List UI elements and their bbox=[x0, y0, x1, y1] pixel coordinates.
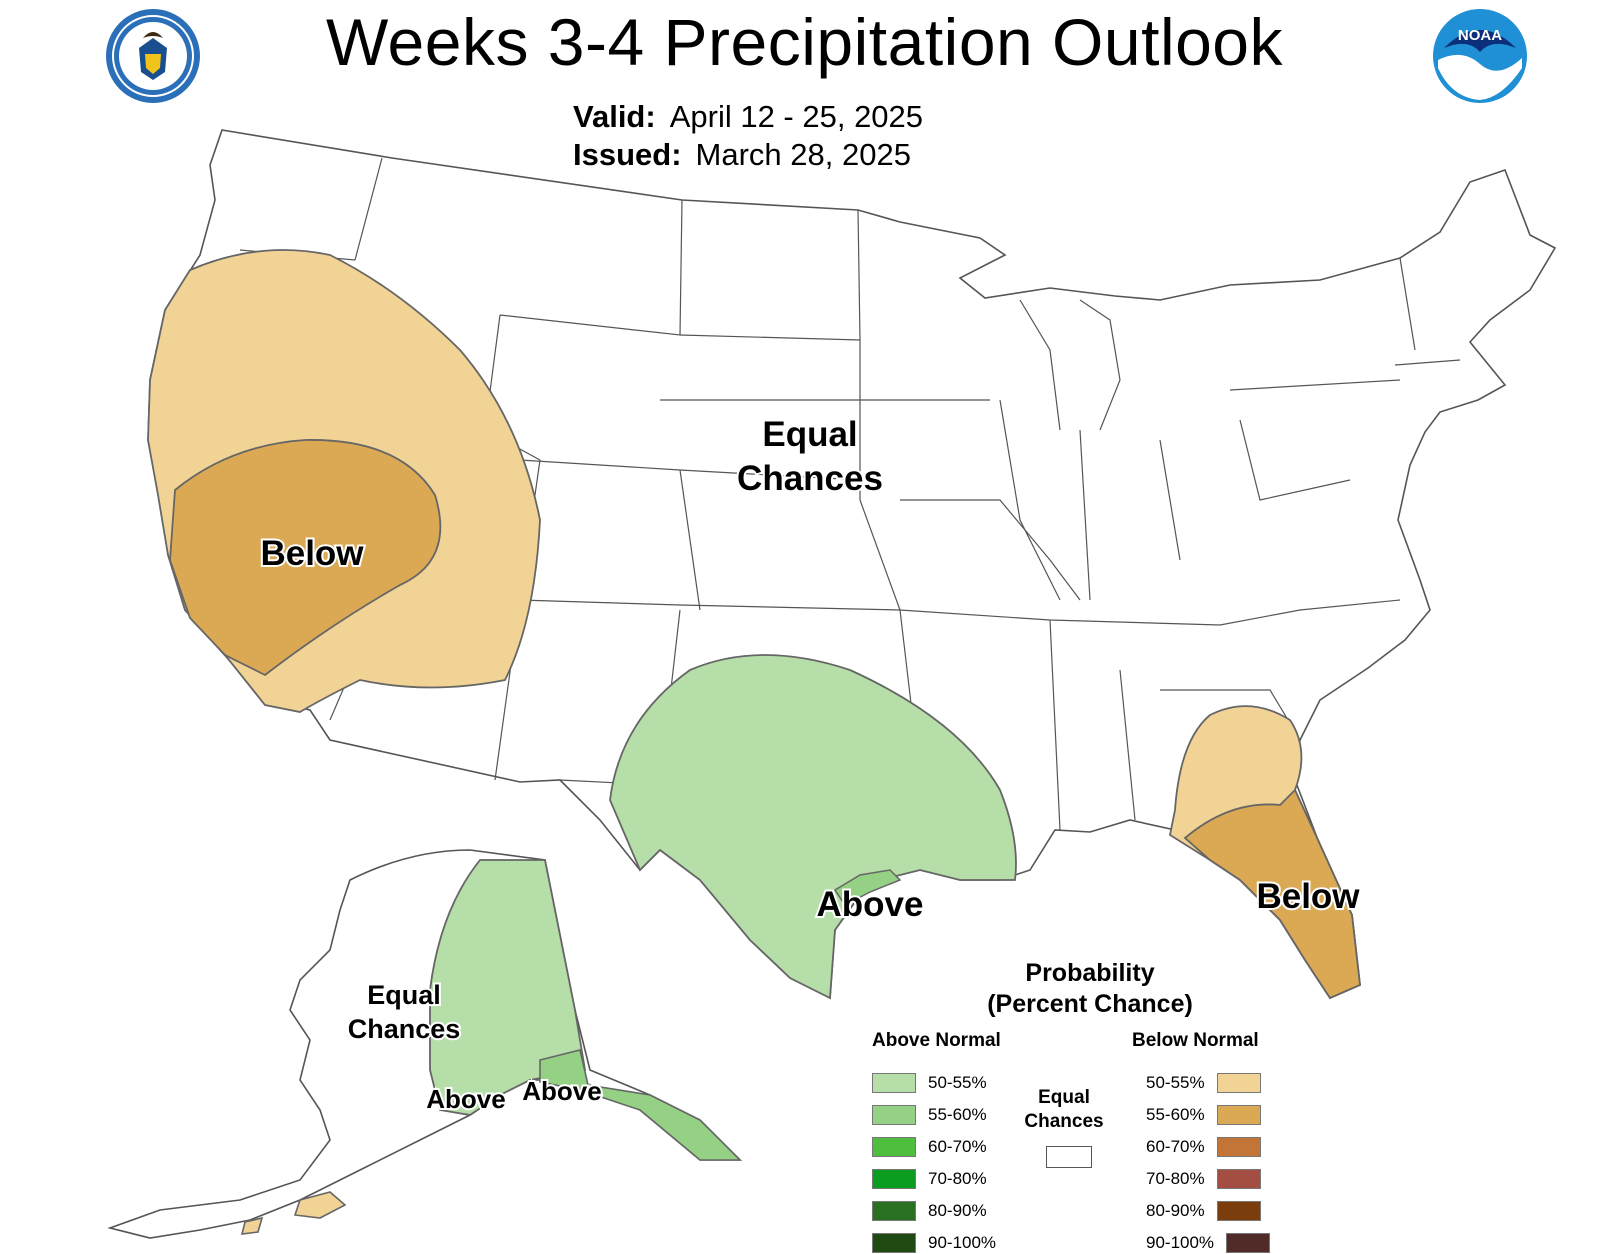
legend-below-row: 80-90% bbox=[1146, 1200, 1261, 1222]
legend-below-label: 55-60% bbox=[1146, 1105, 1205, 1124]
alaska-equal-chances-label-line2: Chances bbox=[348, 1014, 461, 1044]
map-title: Weeks 3-4 Precipitation Outlook bbox=[325, 5, 1284, 79]
legend-below-row: 55-60% bbox=[1146, 1104, 1261, 1126]
legend-above-swatch bbox=[872, 1233, 916, 1253]
region-alaska-interior-above-50-55 bbox=[429, 859, 587, 1116]
valid-line: Valid: April 12 - 25, 2025 bbox=[573, 98, 923, 136]
valid-value: April 12 - 25, 2025 bbox=[669, 99, 924, 134]
legend-above-swatch bbox=[872, 1137, 916, 1157]
commerce-seal-logo bbox=[106, 9, 200, 103]
west-below-label: Below bbox=[260, 534, 364, 573]
legend-above-row: 60-70% bbox=[872, 1136, 987, 1158]
valid-label: Valid: bbox=[573, 99, 656, 134]
legend-below-swatch bbox=[1216, 1169, 1261, 1189]
legend-equal-chances-swatch bbox=[1046, 1146, 1092, 1168]
legend-above-row: 55-60% bbox=[872, 1104, 987, 1126]
legend-below-swatch bbox=[1216, 1073, 1261, 1093]
legend-above-label: 80-90% bbox=[928, 1201, 987, 1220]
region-alaska-south-above-55-60 bbox=[539, 1049, 742, 1161]
alaska-above-label-west: Above bbox=[426, 1084, 505, 1114]
legend-above-row: 80-90% bbox=[872, 1200, 987, 1222]
alaska-above-label-east: Above bbox=[522, 1076, 601, 1106]
issued-line: Issued: March 28, 2025 bbox=[573, 136, 923, 174]
legend-below-label: 90-100% bbox=[1146, 1233, 1215, 1252]
legend-above-heading: Above Normal bbox=[872, 1030, 1001, 1051]
region-alaska-aleutian-below-50-55 bbox=[240, 1191, 347, 1235]
legend-above-swatch bbox=[872, 1201, 916, 1221]
legend-below-heading: Below Normal bbox=[1132, 1030, 1259, 1051]
legend-above-label: 70-80% bbox=[928, 1169, 987, 1188]
legend-above-swatch bbox=[872, 1073, 916, 1093]
legend-above-row: 50-55% bbox=[872, 1072, 987, 1094]
region-florida-below-55-60 bbox=[1183, 788, 1361, 1000]
florida-below-label: Below bbox=[1256, 877, 1360, 916]
alaska-outline bbox=[107, 849, 742, 1239]
legend-below-row: 60-70% bbox=[1146, 1136, 1261, 1158]
date-block: Valid: April 12 - 25, 2025 Issued: March 2… bbox=[573, 98, 923, 174]
legend-above-label: 55-60% bbox=[928, 1105, 987, 1124]
conus-equal-chances-label-line1: Equal bbox=[762, 415, 857, 454]
legend-above-row: 70-80% bbox=[872, 1168, 987, 1190]
legend-below-label: 60-70% bbox=[1146, 1137, 1205, 1156]
noaa-logo: NOAA bbox=[1433, 9, 1527, 103]
alaska-equal-chances-label-line1: Equal bbox=[367, 980, 441, 1010]
legend-title-line1: Probability bbox=[1025, 959, 1155, 987]
legend-equal-line2: Chances bbox=[1024, 1111, 1104, 1132]
legend-above-row: 90-100% bbox=[872, 1232, 996, 1254]
noaa-logo-text: NOAA bbox=[1458, 27, 1502, 44]
legend-below-row: 70-80% bbox=[1146, 1168, 1261, 1190]
legend-below-row: 50-55% bbox=[1146, 1072, 1261, 1094]
legend-equal-chances-label: Equal Chances bbox=[1018, 1086, 1110, 1134]
legend-above-label: 60-70% bbox=[928, 1137, 987, 1156]
legend-below-swatch bbox=[1216, 1105, 1261, 1125]
legend-title-line2: (Percent Chance) bbox=[987, 990, 1193, 1018]
legend-above-swatch bbox=[872, 1169, 916, 1189]
legend-below-row: 90-100% bbox=[1146, 1232, 1271, 1254]
issued-label: Issued: bbox=[573, 137, 682, 172]
legend-below-swatch bbox=[1226, 1233, 1271, 1253]
legend-title: Probability (Percent Chance) bbox=[960, 958, 1220, 1020]
legend-below-label: 70-80% bbox=[1146, 1169, 1205, 1188]
legend-above-label: 50-55% bbox=[928, 1073, 987, 1092]
issued-value: March 28, 2025 bbox=[695, 137, 911, 172]
legend-above-label: 90-100% bbox=[928, 1233, 997, 1252]
legend-above-swatch bbox=[872, 1105, 916, 1125]
legend-equal-line1: Equal bbox=[1038, 1087, 1090, 1108]
legend-below-swatch bbox=[1216, 1201, 1261, 1221]
region-gulf-coast-above-55-60 bbox=[833, 869, 902, 906]
texas-above-label: Above bbox=[817, 885, 924, 924]
legend-below-label: 80-90% bbox=[1146, 1201, 1205, 1220]
region-west-below-55-60 bbox=[169, 439, 442, 677]
legend-below-swatch bbox=[1216, 1137, 1261, 1157]
conus-equal-chances-label-line2: Chances bbox=[737, 459, 883, 498]
legend-below-label: 50-55% bbox=[1146, 1073, 1205, 1092]
probability-legend: Probability (Percent Chance) Above Norma… bbox=[870, 958, 1300, 1253]
region-south-central-above-50-55 bbox=[609, 654, 1017, 1000]
